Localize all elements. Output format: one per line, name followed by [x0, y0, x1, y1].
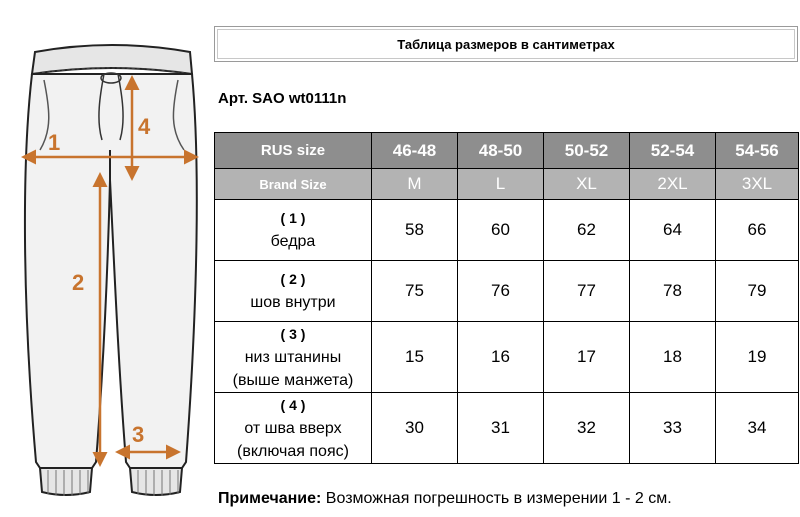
table-title: Таблица размеров в сантиметрах — [214, 26, 798, 62]
brand-size-cell: L — [457, 168, 544, 200]
footnote: Примечание: Возможная погрешность в изме… — [218, 490, 672, 508]
measurement-label: ( 2 ) шов внутри — [214, 260, 372, 322]
rus-size-cell: 48-50 — [457, 132, 544, 169]
row-line1: бедра — [270, 233, 316, 250]
measurement-label: ( 3 ) низ штанины (выше манжета) — [214, 321, 372, 393]
rus-size-cell: 50-52 — [543, 132, 630, 169]
value-cell: 76 — [457, 260, 544, 322]
waistband — [30, 44, 194, 76]
brand-size-cell: M — [371, 168, 458, 200]
value-cell: 30 — [371, 392, 458, 464]
rus-size-header: RUS size — [214, 132, 372, 169]
measurement-label: ( 4 ) от шва вверх (включая пояс) — [214, 392, 372, 464]
value-cell: 17 — [543, 321, 630, 393]
value-cell: 75 — [371, 260, 458, 322]
row-number: ( 3 ) — [280, 325, 306, 342]
rus-size-row: RUS size 46-48 48-50 50-52 52-54 54-56 — [214, 132, 799, 169]
measure-label-1: 1 — [48, 130, 60, 155]
value-cell: 31 — [457, 392, 544, 464]
brand-size-cell: 2XL — [629, 168, 716, 200]
value-cell: 58 — [371, 199, 458, 261]
row-number: ( 1 ) — [280, 210, 306, 226]
value-cell: 34 — [715, 392, 799, 464]
brand-size-header: Brand Size — [214, 168, 372, 200]
value-cell: 66 — [715, 199, 799, 261]
table-row: ( 1 ) бедра 58 60 62 64 66 — [214, 199, 799, 261]
pants-diagram: 1 2 3 4 — [21, 44, 199, 496]
table-title-text: Таблица размеров в сантиметрах — [397, 36, 615, 52]
value-cell: 62 — [543, 199, 630, 261]
value-cell: 15 — [371, 321, 458, 393]
value-cell: 32 — [543, 392, 630, 464]
pants-outline — [23, 73, 198, 469]
value-cell: 18 — [629, 321, 716, 393]
row-number: ( 2 ) — [280, 271, 306, 287]
row-line2: (включая пояс) — [237, 442, 349, 460]
brand-size-row: Brand Size M L XL 2XL 3XL — [214, 168, 799, 200]
row-line2: (выше манжета) — [232, 371, 354, 389]
value-cell: 78 — [629, 260, 716, 322]
right-cuff — [128, 467, 184, 496]
value-cell: 77 — [543, 260, 630, 322]
row-line1: низ штанины — [244, 348, 342, 366]
value-cell: 79 — [715, 260, 799, 322]
article-number: Арт. SAO wt0111n — [218, 90, 347, 107]
value-cell: 64 — [629, 199, 716, 261]
measure-label-4: 4 — [138, 114, 151, 139]
footnote-text: Возможная погрешность в измерении 1 - 2 … — [321, 490, 672, 507]
left-cuff — [38, 467, 94, 496]
row-line1: шов внутри — [250, 294, 336, 311]
measure-label-3: 3 — [132, 422, 144, 447]
footnote-label: Примечание: — [218, 490, 322, 507]
row-line1: от шва вверх — [244, 419, 342, 437]
value-cell: 16 — [457, 321, 544, 393]
value-cell: 33 — [629, 392, 716, 464]
brand-size-cell: 3XL — [715, 168, 799, 200]
table-row: ( 4 ) от шва вверх (включая пояс) 30 31 … — [214, 392, 799, 464]
value-cell: 60 — [457, 199, 544, 261]
rus-size-cell: 54-56 — [715, 132, 799, 169]
rus-size-cell: 52-54 — [629, 132, 716, 169]
size-table: RUS size 46-48 48-50 50-52 52-54 54-56 B… — [214, 132, 799, 464]
brand-size-cell: XL — [543, 168, 630, 200]
rus-size-cell: 46-48 — [371, 132, 458, 169]
table-row: ( 2 ) шов внутри 75 76 77 78 79 — [214, 260, 799, 322]
table-row: ( 3 ) низ штанины (выше манжета) 15 16 1… — [214, 321, 799, 393]
measurement-label: ( 1 ) бедра — [214, 199, 372, 261]
measure-label-2: 2 — [72, 270, 84, 295]
row-number: ( 4 ) — [280, 396, 306, 413]
value-cell: 19 — [715, 321, 799, 393]
